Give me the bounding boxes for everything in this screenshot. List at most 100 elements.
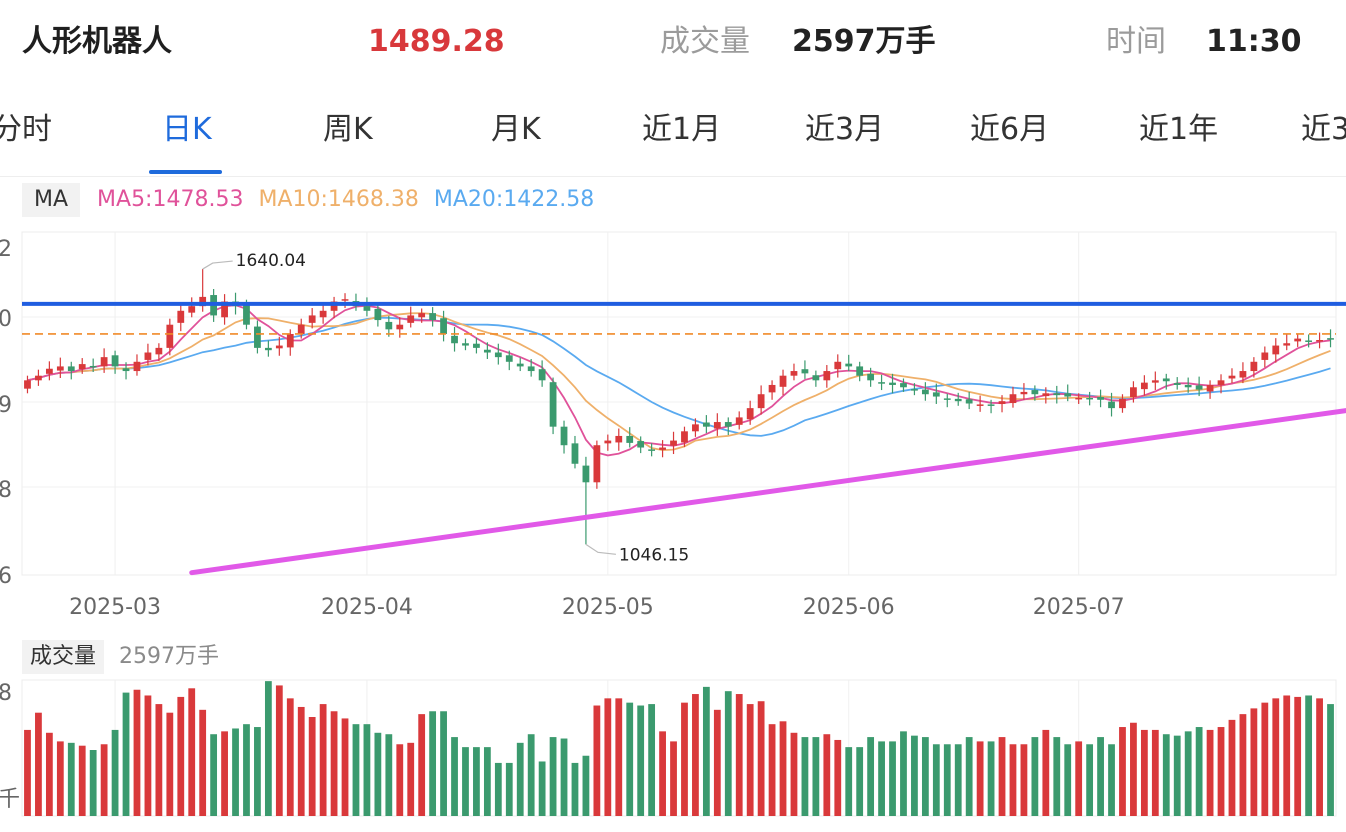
candle-body [845, 363, 853, 367]
volume-bar [1217, 727, 1225, 816]
candle-body [243, 304, 250, 325]
candle-body [954, 398, 962, 402]
candle-body [659, 447, 666, 450]
volume-bar [1031, 737, 1039, 816]
volume-bar [659, 731, 666, 816]
candle-body [1151, 380, 1159, 383]
candle-body [867, 373, 875, 381]
volume-bar [527, 734, 535, 816]
tab-1-year[interactable]: 近1年 [1139, 112, 1219, 147]
volume-bar [746, 704, 754, 816]
candle-body [385, 321, 393, 330]
candle-body [221, 301, 228, 318]
candle-body [779, 375, 787, 387]
candle-body [1140, 382, 1148, 390]
volume-bar [976, 741, 984, 816]
candle-body [177, 310, 185, 323]
volume-bar [385, 734, 393, 816]
candle-body [801, 369, 809, 374]
volume-bar [505, 762, 513, 816]
candle-body [1239, 371, 1247, 378]
volume-bar [330, 711, 338, 816]
candle-body [878, 382, 885, 384]
volume-bar [144, 695, 152, 816]
candle-body [856, 366, 864, 376]
volume-bar [286, 698, 294, 816]
volume-bar [1053, 737, 1061, 816]
candle-body [505, 355, 513, 362]
volume-bar [35, 712, 42, 816]
candle-body [702, 422, 710, 427]
volume-legend-label[interactable]: 成交量 [22, 640, 105, 674]
candle-body [1250, 361, 1258, 372]
candle-body [1130, 387, 1137, 398]
candle-body [418, 313, 426, 318]
ma20-line [27, 316, 1331, 437]
volume-bar [67, 742, 75, 816]
candle-body [440, 318, 447, 334]
candle-body [483, 349, 491, 353]
candle-body [451, 335, 458, 344]
volume-bar [965, 737, 973, 816]
volume-bar [1108, 744, 1115, 816]
tab-6-months[interactable]: 近6月 [970, 112, 1050, 147]
volume-bar [494, 762, 502, 816]
index-name: 人形机器人 [22, 24, 172, 59]
candle-body [264, 347, 272, 351]
tab-month-k[interactable]: 月K [491, 112, 541, 147]
volume-bar [1173, 735, 1181, 816]
volume-bar [374, 732, 382, 816]
volume-bar [615, 698, 623, 816]
ma-legend-label[interactable]: MA [22, 183, 81, 217]
volume-bar [308, 717, 316, 816]
volume-bar [1140, 729, 1148, 816]
volume-bar [297, 706, 305, 816]
period-tabs: 分时 日K 周K 月K 近1月 近3月 近6月 近1年 近3 [0, 96, 1346, 176]
index-price: 1489.28 [368, 24, 505, 59]
x-tick-label: 2025-06 [803, 595, 895, 620]
candle-body [1195, 385, 1203, 390]
tab-day-k[interactable]: 日K [162, 112, 212, 147]
candle-body [111, 355, 119, 367]
volume-bar [122, 692, 130, 816]
volume-bar [396, 744, 404, 816]
candle-body [1020, 391, 1028, 395]
volume-bar [221, 731, 228, 816]
candle-body [122, 368, 130, 372]
candle-body [133, 361, 141, 372]
candle-body [1283, 343, 1291, 346]
tab-3-months[interactable]: 近3月 [805, 112, 885, 147]
volume-legend-value: 2597万手 [119, 644, 220, 669]
candle-body [516, 363, 524, 367]
candle-body [1097, 397, 1104, 400]
volume-value: 2597万手 [792, 24, 936, 59]
volume-bar [626, 702, 634, 816]
low-annotation-leader [585, 543, 616, 555]
candle-body [637, 441, 645, 448]
tab-3-years[interactable]: 近3 [1301, 112, 1346, 147]
volume-bar [24, 729, 31, 816]
candle-body [1086, 397, 1094, 400]
candle-body [1228, 375, 1236, 379]
candle-body [1064, 393, 1072, 397]
candle-body [812, 375, 820, 381]
volume-bar [418, 714, 426, 816]
volume-bar [1250, 708, 1258, 816]
volume-bar [779, 721, 787, 816]
x-tick-label: 2025-04 [321, 595, 413, 620]
candle-body [78, 364, 86, 370]
volume-bar [768, 724, 776, 816]
volume-bar [549, 737, 557, 816]
volume-bar [1305, 695, 1313, 816]
candle-body [155, 347, 163, 355]
volume-bar [264, 681, 272, 816]
tab-1-month[interactable]: 近1月 [642, 112, 722, 147]
volume-bar [571, 762, 579, 816]
tab-minute[interactable]: 分时 [0, 112, 52, 147]
volume-bar [1097, 737, 1104, 816]
volume-bar [867, 737, 875, 816]
candle-body [1272, 345, 1280, 355]
tab-week-k[interactable]: 周K [323, 112, 373, 147]
candle-body [1108, 401, 1115, 409]
